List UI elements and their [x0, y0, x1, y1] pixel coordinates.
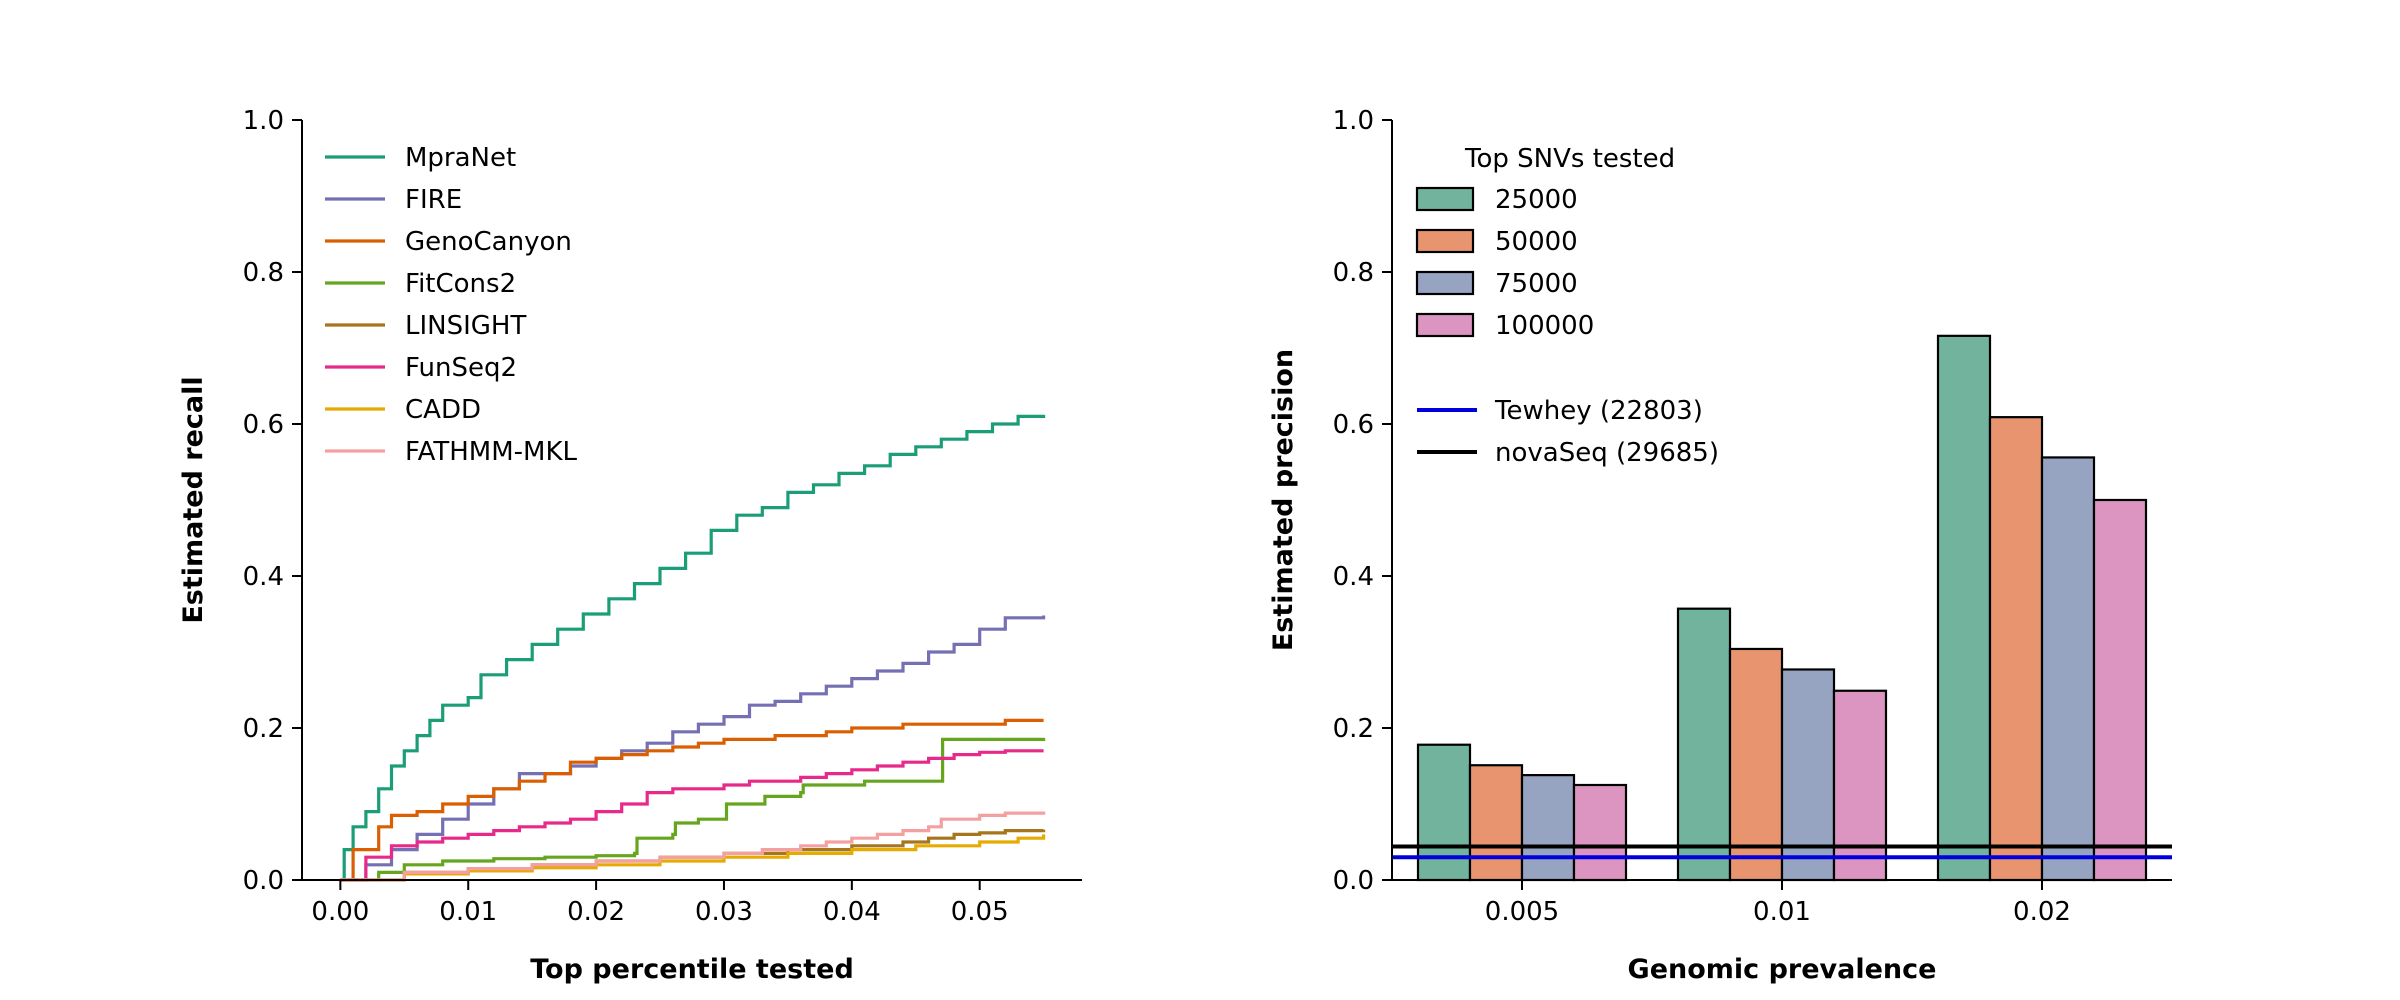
left-x-tick-label: 0.02 — [567, 897, 625, 927]
legend-swatch-50000 — [1415, 228, 1475, 254]
left-y-tick-label: 0.2 — [243, 714, 284, 744]
bar-50000-0-02 — [1988, 416, 2044, 882]
legend-label-fire: FIRE — [405, 185, 462, 215]
right-y-tick-label: 0.8 — [1333, 258, 1374, 288]
legend-swatch-100000 — [1415, 312, 1475, 338]
precision-bar-chart: 0.005 0.01 0.02 0.0 0.2 0.4 0.6 0.8 1.0 Genomic… — [1268, 106, 2172, 985]
recall-legend: MpraNet FIRE GenoCanyon FitCons2 LINSIGHT Fun… — [325, 143, 577, 467]
line-fire — [340, 615, 1046, 882]
line-funseq2 — [340, 749, 1044, 882]
bar-25000-0-02 — [1936, 334, 1992, 882]
left-x-tick-label: 0.03 — [695, 897, 753, 927]
right-y-tick-label: 0.0 — [1333, 866, 1374, 896]
left-x-ticks: 0.00 0.01 0.02 0.03 0.04 0.05 — [311, 880, 1009, 927]
bar-75000-0-005 — [1520, 774, 1576, 882]
bar-25000-0-01 — [1676, 607, 1732, 882]
line-fitcons2 — [340, 737, 1046, 882]
right-x-ticks: 0.005 0.01 0.02 — [1485, 880, 2071, 927]
right-y-tick-label: 0.4 — [1333, 562, 1374, 592]
reference-lines — [1392, 844, 2172, 860]
legend-label-fathmm-mkl: FATHMM-MKL — [405, 437, 577, 467]
line-genocanyon — [340, 718, 1044, 882]
legend-label-funseq2: FunSeq2 — [405, 353, 517, 383]
bar-50000-0-01 — [1728, 647, 1784, 882]
bar-25000-0-005 — [1416, 743, 1472, 882]
right-y-ticks: 0.0 0.2 0.4 0.6 0.8 1.0 — [1333, 106, 1392, 896]
right-x-tick-label: 0.01 — [1753, 897, 1811, 927]
line-fathmm-mkl — [340, 811, 1046, 882]
bar-100000-0-02 — [2092, 498, 2148, 882]
legend-label-novaseq-29685: novaSeq (29685) — [1495, 438, 1719, 468]
left-y-tick-label: 1.0 — [243, 106, 284, 136]
legend-swatch-25000 — [1415, 186, 1475, 212]
legend-label-linsight: LINSIGHT — [405, 311, 526, 341]
legend-label-100000: 100000 — [1495, 311, 1594, 341]
precision-legend: Top SNVs tested 25000 50000 75000 100000 Tew… — [1415, 144, 1719, 468]
bar-75000-0-02 — [2040, 456, 2096, 882]
legend-label-cadd: CADD — [405, 395, 481, 425]
bar-100000-0-005 — [1572, 783, 1628, 882]
right-x-axis-label: Genomic prevalence — [1628, 954, 1937, 985]
left-y-ticks: 0.0 0.2 0.4 0.6 0.8 1.0 — [243, 106, 302, 896]
left-x-tick-label: 0.01 — [439, 897, 497, 927]
legend-swatch-75000 — [1415, 270, 1475, 296]
left-y-axis-label: Estimated recall — [178, 376, 209, 623]
legend-label-50000: 50000 — [1495, 227, 1578, 257]
right-y-tick-label: 1.0 — [1333, 106, 1374, 136]
line-mpranet — [340, 414, 1046, 882]
recall-line-chart: 0.00 0.01 0.02 0.03 0.04 0.05 0.0 0.2 0.4 0.6 0.8… — [178, 106, 1082, 985]
right-y-tick-label: 0.2 — [1333, 714, 1374, 744]
legend-label-25000: 25000 — [1495, 185, 1578, 215]
left-y-tick-label: 0.6 — [243, 410, 284, 440]
legend-label-75000: 75000 — [1495, 269, 1578, 299]
legend-label-tewhey-22803: Tewhey (22803) — [1494, 396, 1703, 426]
left-y-tick-label: 0.4 — [243, 562, 284, 592]
left-y-tick-label: 0.8 — [243, 258, 284, 288]
bar-50000-0-005 — [1468, 764, 1524, 882]
left-x-axis-label: Top percentile tested — [530, 954, 854, 985]
legend-label-mpranet: MpraNet — [405, 143, 516, 173]
recall-series-lines — [340, 414, 1046, 882]
right-x-tick-label: 0.02 — [2013, 897, 2071, 927]
legend-label-fitcons2: FitCons2 — [405, 269, 516, 299]
left-x-tick-label: 0.00 — [311, 897, 369, 927]
right-y-tick-label: 0.6 — [1333, 410, 1374, 440]
precision-legend-title: Top SNVs tested — [1464, 144, 1675, 174]
right-x-tick-label: 0.005 — [1485, 897, 1559, 927]
left-y-tick-label: 0.0 — [243, 866, 284, 896]
right-y-axis-label: Estimated precision — [1268, 349, 1299, 651]
left-x-tick-label: 0.05 — [951, 897, 1009, 927]
legend-label-genocanyon: GenoCanyon — [405, 227, 572, 257]
left-x-tick-label: 0.04 — [823, 897, 881, 927]
bar-100000-0-01 — [1832, 689, 1888, 882]
